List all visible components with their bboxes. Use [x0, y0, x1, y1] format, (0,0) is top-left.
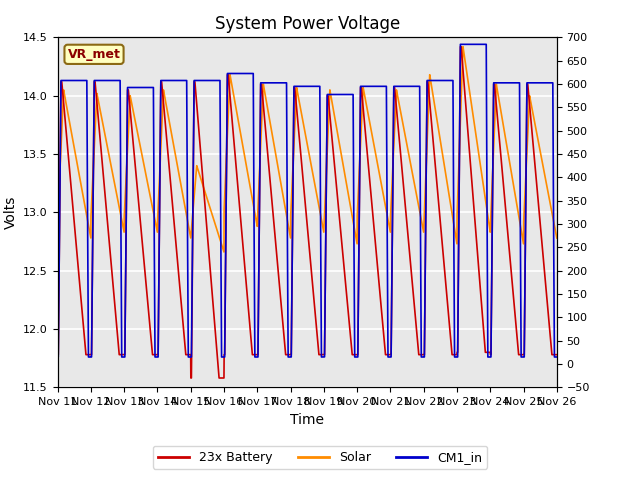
- Solar: [83, 210, 90, 216]
- 23x Battery: [367, 184, 374, 190]
- 23x Battery: [54, 352, 61, 358]
- 23x Battery: [83, 352, 90, 358]
- 23x Battery: [448, 348, 456, 354]
- X-axis label: Time: Time: [290, 413, 324, 427]
- CM1_in: [448, 78, 456, 84]
- Solar: [459, 44, 467, 49]
- Solar: [553, 235, 561, 241]
- CM1_in: [54, 354, 61, 360]
- Line: 23x Battery: 23x Battery: [58, 47, 557, 378]
- Solar: [367, 123, 374, 129]
- Solar: [359, 88, 367, 94]
- 23x Battery: [553, 352, 561, 358]
- Solar: [54, 221, 61, 227]
- CM1_in: [545, 80, 552, 86]
- Text: VR_met: VR_met: [68, 48, 120, 61]
- 23x Battery: [456, 44, 464, 49]
- CM1_in: [456, 41, 464, 47]
- Y-axis label: Volts: Volts: [4, 196, 17, 229]
- 23x Battery: [188, 375, 195, 381]
- CM1_in: [83, 78, 90, 84]
- CM1_in: [188, 354, 195, 360]
- CM1_in: [359, 84, 367, 89]
- 23x Battery: [359, 103, 367, 109]
- Solar: [220, 249, 228, 255]
- Legend: 23x Battery, Solar, CM1_in: 23x Battery, Solar, CM1_in: [153, 446, 487, 469]
- Line: CM1_in: CM1_in: [58, 44, 557, 357]
- Line: Solar: Solar: [58, 47, 557, 252]
- 23x Battery: [187, 375, 195, 381]
- 23x Battery: [545, 315, 552, 321]
- Solar: [188, 231, 195, 237]
- Solar: [448, 208, 456, 214]
- CM1_in: [367, 84, 374, 89]
- Solar: [545, 192, 552, 198]
- Title: System Power Voltage: System Power Voltage: [214, 15, 400, 33]
- CM1_in: [553, 354, 561, 360]
